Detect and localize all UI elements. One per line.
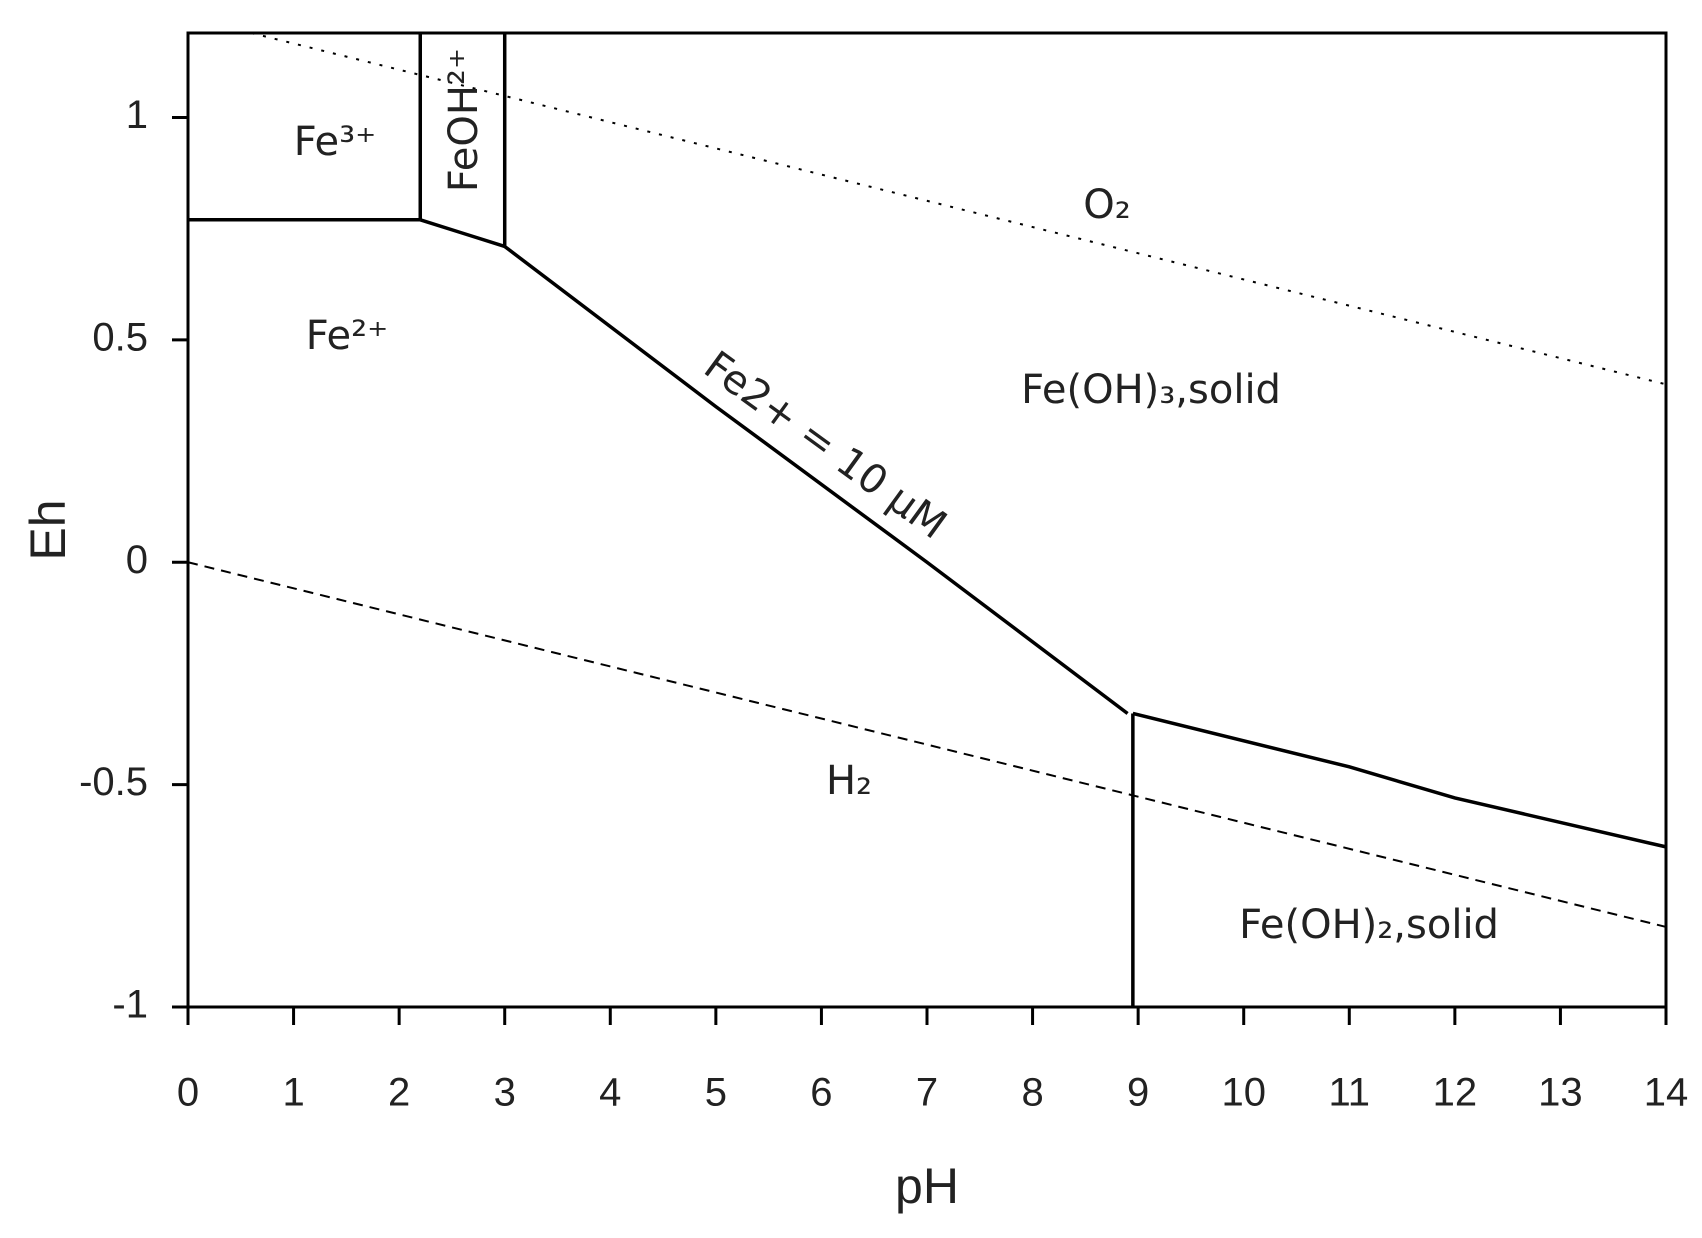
x-tick-label: 1 [282,1071,304,1115]
x-tick-label: 10 [1221,1071,1266,1115]
x-tick-label: 0 [177,1071,199,1115]
region-label: H₂ [826,758,872,804]
x-tick-label: 7 [916,1071,938,1115]
x-tick-label: 14 [1644,1071,1689,1115]
x-axis-label: pH [895,1158,959,1214]
y-tick-label: 0.5 [92,315,148,359]
boundary-line [503,245,1129,715]
boundary-line [187,561,1667,928]
y-tick-label: 0 [126,538,148,582]
region-label: Fe2+ = 10 μM [696,342,955,548]
region-label: FeOH²⁺ [441,48,487,192]
y-tick-label: -1 [112,983,148,1027]
boundary-line [419,218,506,249]
x-tick-label: 9 [1127,1071,1149,1115]
x-tick-label: 4 [599,1071,621,1115]
y-axis-label: Eh [20,499,76,560]
region-label: Fe³⁺ [294,119,377,165]
boundary-line [251,32,1667,386]
region-label: Fe(OH)₃,solid [1021,367,1281,413]
region-label: Fe²⁺ [306,313,389,359]
x-tick-label: 6 [810,1071,832,1115]
x-tick-label: 13 [1538,1071,1583,1115]
y-tick-label: 1 [126,93,148,137]
x-tick-label: 5 [705,1071,727,1115]
x-tick-label: 11 [1329,1071,1371,1115]
x-tick-label: 3 [494,1071,516,1115]
region-label: O₂ [1083,182,1131,228]
boundary-line [1132,711,1667,849]
y-tick-label: -0.5 [79,760,148,804]
x-tick-label: 2 [388,1071,410,1115]
x-tick-label: 12 [1433,1071,1478,1115]
x-tick-label: 8 [1021,1071,1043,1115]
region-label: Fe(OH)₂,solid [1239,902,1499,948]
